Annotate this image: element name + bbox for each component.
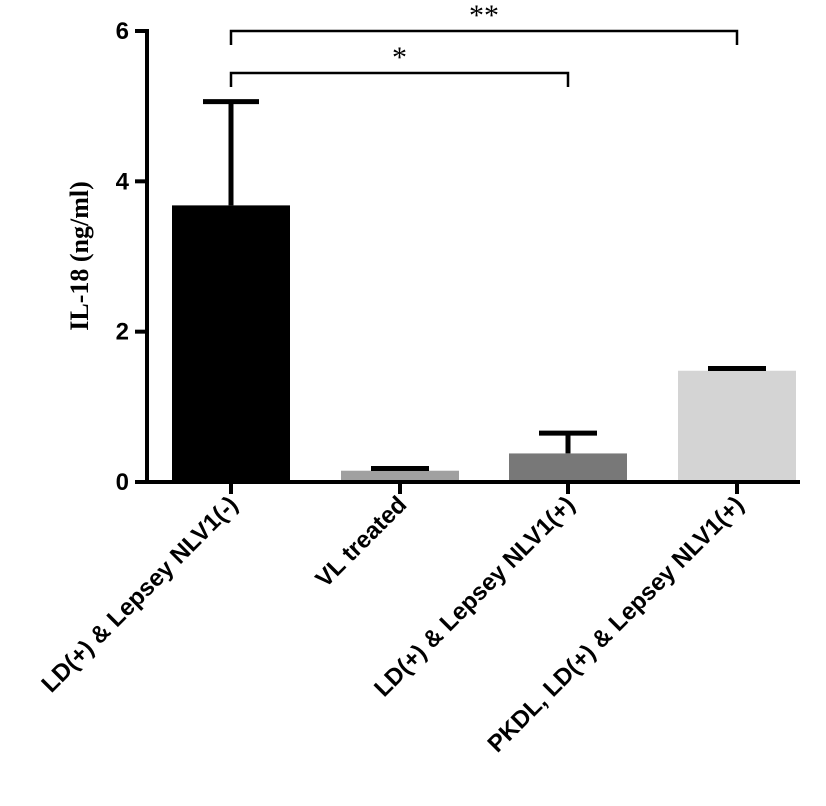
bar	[509, 453, 627, 482]
x-tick-label: LD(+) & Lepsey NLV1(-)	[36, 491, 243, 698]
bar	[172, 205, 290, 483]
significance-group: ***	[229, 0, 739, 87]
y-tick-label: 2	[116, 319, 129, 346]
error-bars-group	[203, 99, 766, 471]
significance-label: *	[392, 41, 407, 74]
error-bar	[371, 465, 429, 471]
y-tick-label: 4	[116, 168, 130, 195]
significance-label: **	[469, 0, 499, 32]
error-bar	[203, 99, 259, 206]
y-tick-label: 6	[116, 18, 129, 45]
y-axis-label: IL-18 (ng/ml)	[65, 181, 94, 331]
error-bar	[708, 365, 766, 371]
y-tick-label: 0	[116, 469, 129, 496]
bar	[678, 370, 796, 482]
bars-group	[172, 205, 796, 483]
error-bar	[539, 430, 597, 454]
significance-bracket	[229, 29, 739, 45]
y-ticks-group: 0 2 4 6	[116, 18, 147, 496]
x-tick-label: VL treated	[310, 491, 412, 593]
axes-group	[145, 29, 800, 484]
x-tick-label: LD(+) & Lepsey NLV1(+)	[369, 491, 580, 702]
bar	[341, 470, 459, 482]
significance-bracket	[229, 71, 570, 87]
